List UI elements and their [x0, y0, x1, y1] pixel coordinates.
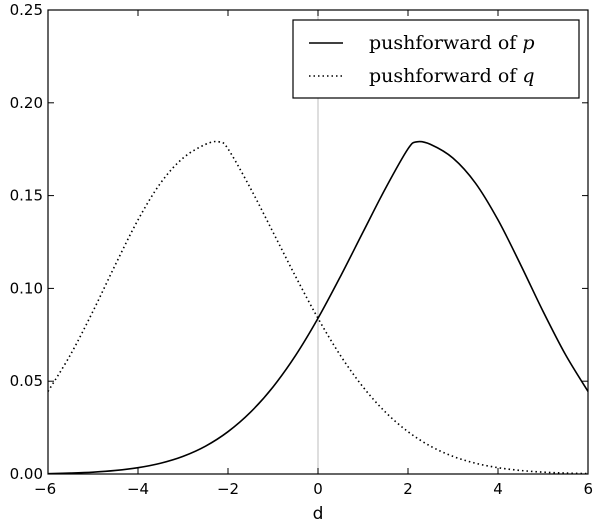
x-tick-label: −2: [217, 480, 239, 498]
series-line-solid: [47, 140, 589, 475]
y-tick-label: 0.15: [10, 187, 43, 205]
legend[interactable]: pushforward of p pushforward of q: [292, 19, 580, 99]
x-tick-label: −4: [127, 480, 149, 498]
x-tick-label: 2: [403, 480, 413, 498]
y-tick-label: 0.20: [10, 94, 43, 112]
y-tick-label: 0.00: [10, 465, 43, 483]
series-layer: [47, 140, 589, 475]
y-tick-label: 0.05: [10, 372, 43, 390]
legend-label-p: pushforward of p: [369, 32, 535, 54]
x-tick-label: 0: [313, 480, 323, 498]
x-axis-label: d: [313, 504, 324, 524]
y-tick-label: 0.10: [10, 279, 43, 297]
series-line-dotted: [47, 140, 589, 475]
x-tick-label: 6: [583, 480, 593, 498]
legend-label-q: pushforward of q: [369, 65, 535, 87]
x-tick-label: −6: [34, 480, 56, 498]
legend-box: [292, 19, 580, 99]
x-tick-label: 4: [493, 480, 503, 498]
y-tick-label: 0.25: [10, 1, 43, 19]
ticks-layer: −6 −4 −2 0 2 4 6 0.00 0.05 0.10 0.15 0.20 0.25: [10, 1, 593, 498]
